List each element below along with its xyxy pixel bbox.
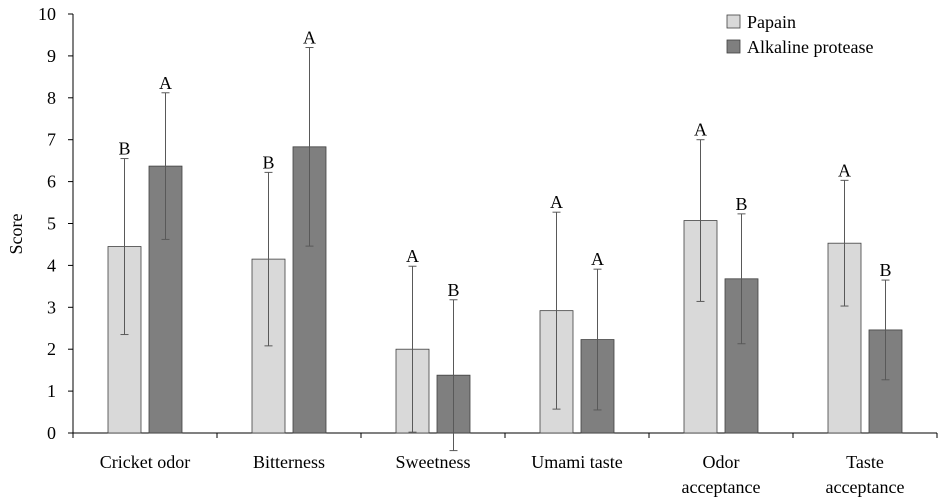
significance-letter: B: [118, 139, 130, 159]
significance-letter: B: [262, 152, 274, 172]
x-category-label: Taste: [846, 452, 884, 472]
x-category-label: Odor: [703, 452, 740, 472]
significance-letter: A: [591, 249, 604, 269]
significance-letter: A: [838, 160, 851, 180]
y-tick-label: 6: [47, 172, 56, 192]
axes: 0 1 2 3 4 5 6 7 8 9 10: [38, 4, 938, 443]
significance-letter: B: [447, 280, 459, 300]
significance-letters: B A B A A B A A A B A B: [118, 28, 891, 300]
y-tick-label: 8: [47, 88, 56, 108]
x-category-label: Umami taste: [531, 452, 622, 472]
error-bars: [120, 47, 890, 452]
y-tick-label: 4: [47, 255, 56, 275]
significance-letter: B: [879, 260, 891, 280]
significance-letter: A: [406, 246, 419, 266]
significance-letter: A: [303, 28, 316, 48]
significance-letter: A: [550, 192, 563, 212]
significance-letter: A: [694, 120, 707, 140]
y-tick-label: 9: [47, 46, 56, 66]
significance-letter: A: [159, 73, 172, 93]
x-category-label: Sweetness: [396, 452, 471, 472]
category-labels: Cricket odor Bitterness Sweetness Umami tas…: [100, 452, 905, 497]
y-tick-label: 1: [47, 381, 56, 401]
x-category-label: Bitterness: [253, 452, 325, 472]
x-category-label: Cricket odor: [100, 452, 190, 472]
bars: [107, 146, 903, 434]
y-tick-label: 3: [47, 297, 56, 317]
legend-label: Papain: [747, 12, 796, 32]
x-category-label: acceptance: [682, 477, 761, 497]
y-axis-title: Score: [6, 213, 26, 254]
legend: Papain Alkaline protease: [726, 12, 873, 57]
x-category-label: acceptance: [826, 477, 905, 497]
legend-label: Alkaline protease: [747, 37, 873, 57]
legend-swatch: [726, 39, 741, 54]
y-tick-label: 5: [47, 214, 56, 234]
significance-letter: B: [735, 194, 747, 214]
legend-swatch: [726, 14, 741, 29]
y-tick-label: 2: [47, 339, 56, 359]
y-tick-label: 10: [38, 4, 56, 24]
y-tick-label: 7: [47, 130, 56, 150]
y-tick-label: 0: [47, 423, 56, 443]
